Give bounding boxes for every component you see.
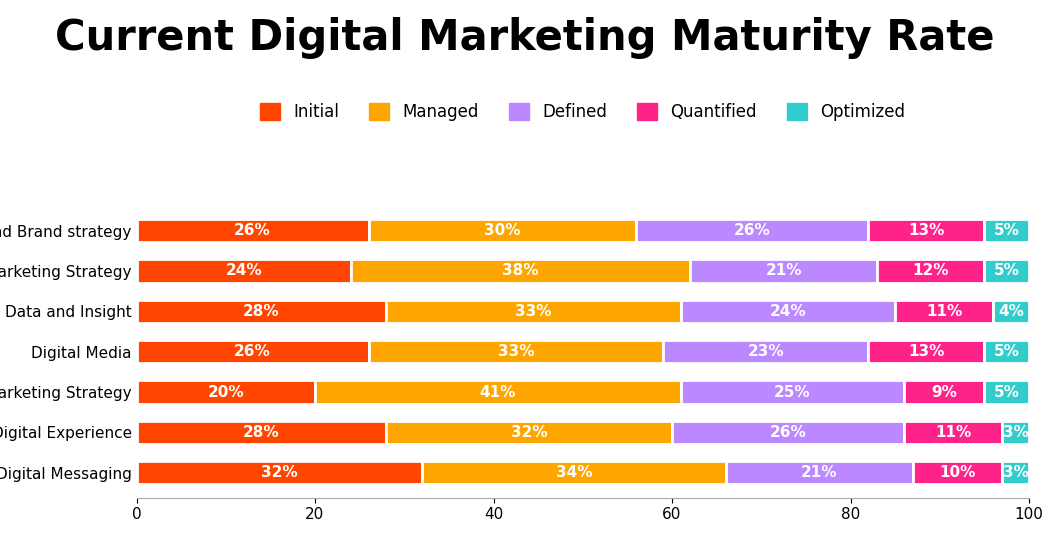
Text: 24%: 24%: [226, 263, 261, 279]
Bar: [690, 259, 878, 282]
Bar: [985, 219, 1029, 242]
Text: 10%: 10%: [940, 465, 975, 480]
Text: 23%: 23%: [748, 344, 784, 359]
Text: 26%: 26%: [734, 223, 771, 238]
Text: 12%: 12%: [912, 263, 949, 279]
Bar: [878, 259, 985, 282]
Text: 11%: 11%: [926, 304, 963, 319]
Bar: [369, 219, 636, 242]
Text: 5%: 5%: [993, 223, 1020, 238]
Text: Current Digital Marketing Maturity Rate: Current Digital Marketing Maturity Rate: [56, 17, 994, 59]
Text: 5%: 5%: [993, 385, 1020, 399]
Bar: [136, 461, 422, 484]
Text: 9%: 9%: [931, 385, 958, 399]
Text: 13%: 13%: [908, 223, 945, 238]
Text: 33%: 33%: [516, 304, 552, 319]
Bar: [136, 219, 369, 242]
Text: 30%: 30%: [484, 223, 521, 238]
Text: 13%: 13%: [908, 344, 945, 359]
Text: 5%: 5%: [993, 344, 1020, 359]
Text: 3%: 3%: [1003, 465, 1029, 480]
Bar: [664, 340, 868, 364]
Bar: [386, 421, 672, 444]
Text: 3%: 3%: [1003, 425, 1029, 440]
Bar: [681, 380, 904, 404]
Bar: [868, 340, 985, 364]
Bar: [1002, 421, 1029, 444]
Text: 26%: 26%: [234, 344, 271, 359]
Bar: [422, 461, 726, 484]
Text: 21%: 21%: [765, 263, 802, 279]
Bar: [636, 219, 868, 242]
Text: 26%: 26%: [234, 223, 271, 238]
Text: 41%: 41%: [480, 385, 517, 399]
Text: 26%: 26%: [770, 425, 806, 440]
Bar: [136, 340, 369, 364]
Text: 32%: 32%: [511, 425, 547, 440]
Bar: [985, 380, 1029, 404]
Bar: [315, 380, 680, 404]
Bar: [1002, 461, 1029, 484]
Text: 33%: 33%: [498, 344, 534, 359]
Text: 28%: 28%: [244, 304, 279, 319]
Bar: [386, 300, 681, 323]
Text: 11%: 11%: [934, 425, 971, 440]
Bar: [904, 421, 1003, 444]
Bar: [136, 380, 315, 404]
Bar: [985, 259, 1029, 282]
Bar: [914, 461, 1002, 484]
Bar: [993, 300, 1029, 323]
Legend: Initial, Managed, Defined, Quantified, Optimized: Initial, Managed, Defined, Quantified, O…: [260, 103, 905, 121]
Text: 28%: 28%: [244, 425, 279, 440]
Bar: [136, 421, 386, 444]
Bar: [985, 340, 1029, 364]
Bar: [369, 340, 664, 364]
Text: 21%: 21%: [801, 465, 838, 480]
Bar: [351, 259, 690, 282]
Bar: [868, 219, 985, 242]
Text: 5%: 5%: [993, 263, 1020, 279]
Text: 24%: 24%: [770, 304, 806, 319]
Text: 32%: 32%: [261, 465, 297, 480]
Bar: [672, 421, 904, 444]
Bar: [904, 380, 985, 404]
Text: 38%: 38%: [502, 263, 539, 279]
Text: 4%: 4%: [999, 304, 1024, 319]
Bar: [136, 300, 386, 323]
Bar: [681, 300, 896, 323]
Bar: [896, 300, 993, 323]
Bar: [136, 259, 351, 282]
Bar: [726, 461, 914, 484]
Text: 34%: 34%: [555, 465, 592, 480]
Text: 25%: 25%: [774, 385, 811, 399]
Text: 20%: 20%: [208, 385, 244, 399]
